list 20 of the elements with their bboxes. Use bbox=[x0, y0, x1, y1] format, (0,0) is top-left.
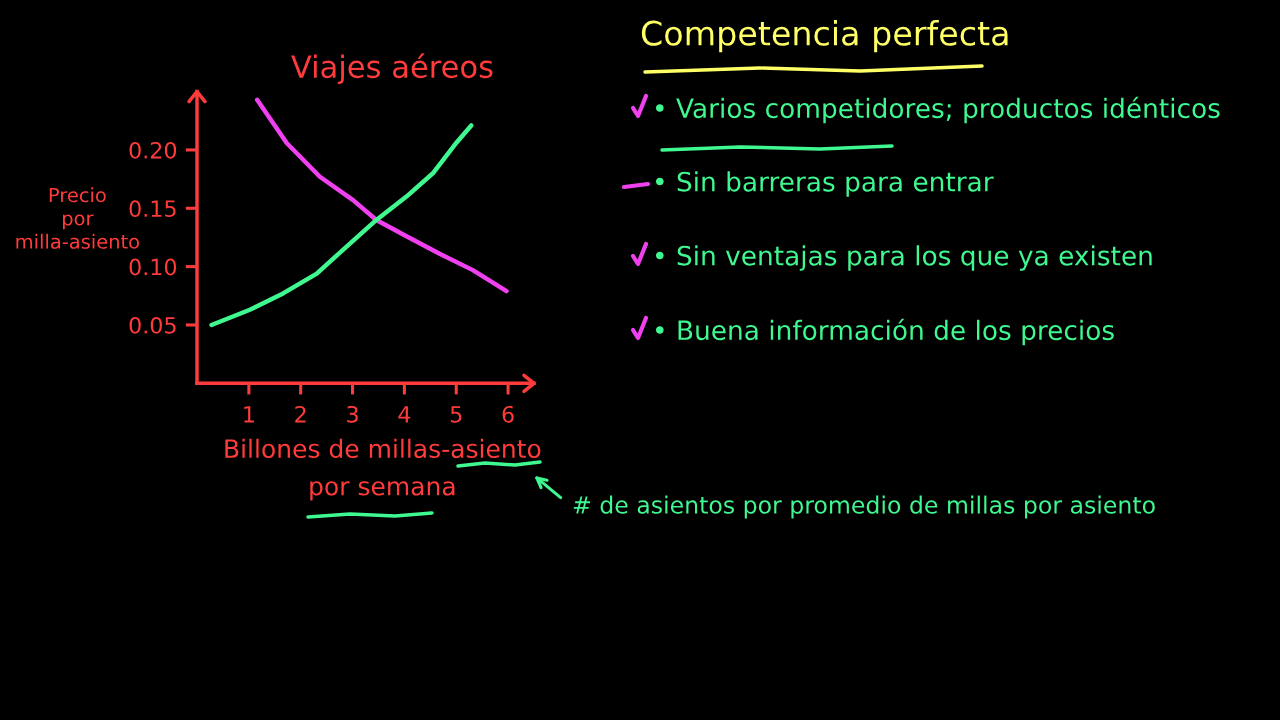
text: • Buena información de los precios bbox=[655, 318, 1114, 346]
text: # de asientos por promedio de millas por asiento bbox=[573, 495, 1155, 519]
text: • Sin barreras para entrar bbox=[655, 171, 994, 197]
y-tick-label: 0.05 bbox=[129, 316, 176, 334]
x-axis-title: Billones de millas-asiento por semana bbox=[225, 438, 541, 501]
x-tick-label: 4 bbox=[398, 406, 411, 423]
x-tick-label: 3 bbox=[347, 405, 358, 423]
line-series bbox=[254, 97, 509, 294]
x-tick-label: 2 bbox=[295, 405, 306, 423]
x-tick-label: 5 bbox=[450, 406, 462, 423]
x-tick-label: 1 bbox=[244, 406, 254, 423]
text: • Sin ventajas para los que ya existen bbox=[655, 245, 1152, 271]
y-tick-label: 0.15 bbox=[129, 200, 176, 218]
line-series bbox=[209, 123, 474, 328]
y-tick-label: 0.20 bbox=[129, 141, 177, 159]
text: Competencia perfecta bbox=[641, 20, 1008, 53]
chart-title: Viajes aéreos bbox=[291, 53, 493, 85]
x-tick-label: 6 bbox=[502, 405, 514, 423]
y-tick-label: 0.10 bbox=[129, 258, 177, 276]
text: • Varios competidores; productos idénticos bbox=[655, 96, 1220, 124]
